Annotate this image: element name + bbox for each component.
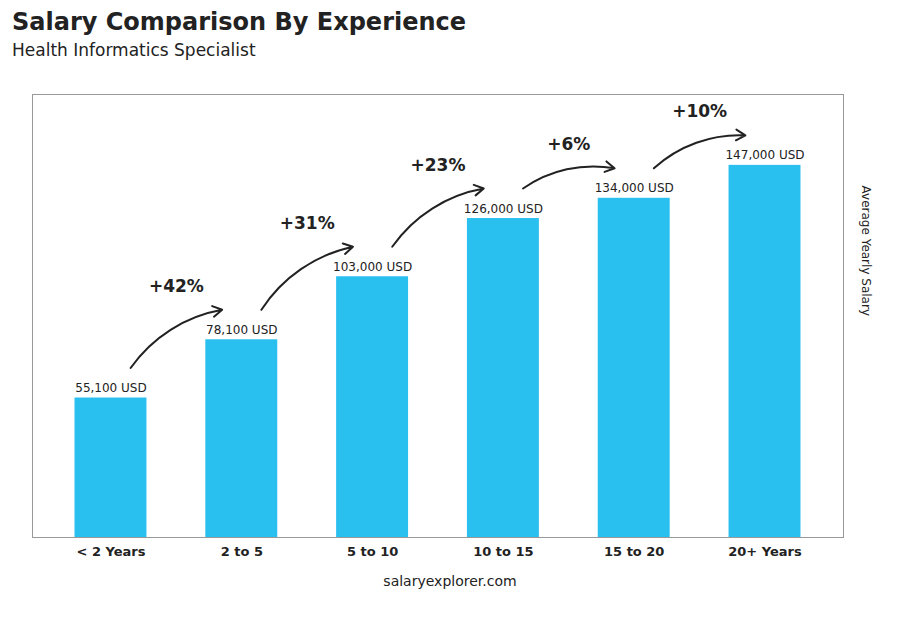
svg-text:10 to 15: 10 to 15 bbox=[473, 544, 533, 559]
svg-text:55,100 USD: 55,100 USD bbox=[75, 381, 146, 395]
svg-text:Average Yearly Salary: Average Yearly Salary bbox=[859, 186, 873, 316]
svg-text:103,000 USD: 103,000 USD bbox=[333, 260, 412, 274]
html-text:salaryexplorer.com: salaryexplorer.com bbox=[383, 573, 517, 589]
svg-text:+31%: +31% bbox=[280, 213, 335, 233]
svg-text:78,100 USD: 78,100 USD bbox=[206, 323, 277, 337]
svg-text:134,000 USD: 134,000 USD bbox=[595, 181, 674, 195]
svg-text:+10%: +10% bbox=[672, 101, 727, 121]
svg-text:+42%: +42% bbox=[149, 276, 204, 296]
svg-text:15 to 20: 15 to 20 bbox=[604, 544, 664, 559]
svg-text:126,000 USD: 126,000 USD bbox=[464, 202, 543, 216]
svg-text:2 to 5: 2 to 5 bbox=[221, 544, 263, 559]
svg-text:147,000 USD: 147,000 USD bbox=[725, 148, 804, 162]
svg-text:+6%: +6% bbox=[547, 134, 590, 154]
svg-text:+23%: +23% bbox=[411, 155, 466, 175]
svg-text:< 2 Years: < 2 Years bbox=[77, 544, 146, 559]
svg-text:20+ Years: 20+ Years bbox=[728, 544, 802, 559]
svg-text:5 to 10: 5 to 10 bbox=[347, 544, 398, 559]
html-text:Health Informatics Specialist: Health Informatics Specialist bbox=[12, 40, 256, 60]
html-text:Salary Comparison By Experienc: Salary Comparison By Experience bbox=[12, 8, 467, 36]
